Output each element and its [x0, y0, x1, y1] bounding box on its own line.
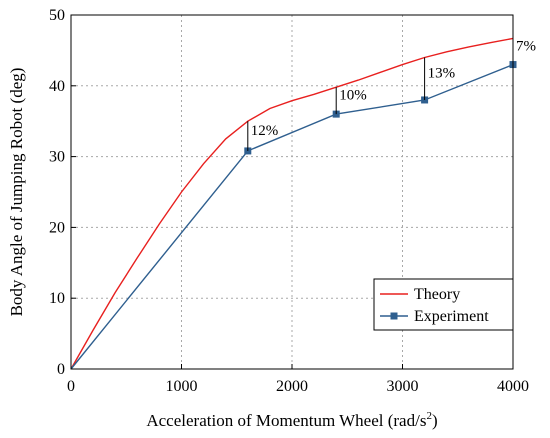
legend-label-theory: Theory [414, 286, 460, 303]
legend-marker-experiment [390, 312, 398, 320]
legend: Theory Experiment [373, 278, 514, 331]
x-tick-label-0: 0 [67, 378, 75, 395]
x-axis-title-close: ) [432, 411, 438, 430]
legend-box [373, 278, 514, 331]
axis-ticks: 0 1000 2000 3000 4000 0 10 20 30 40 50 [49, 7, 529, 395]
x-tick-label-3: 3000 [387, 378, 419, 395]
y-axis-title: Body Angle of Jumping Robot (deg) [7, 68, 26, 317]
x-axis-title-main: Acceleration of Momentum Wheel (rad/s [146, 411, 426, 430]
y-tick-label-3: 30 [49, 149, 65, 166]
x-tick-label-1: 1000 [166, 378, 198, 395]
x-axis-title: Acceleration of Momentum Wheel (rad/s2) [146, 410, 437, 430]
annotation-label-2: 13% [428, 66, 456, 82]
difference-annotations: 12% 10% 13% 7% [247, 38, 536, 151]
annotation-label-1: 10% [339, 88, 367, 104]
x-tick-label-2: 2000 [276, 378, 308, 395]
y-tick-label-5: 50 [49, 7, 65, 24]
y-tick-label-4: 40 [49, 78, 65, 95]
legend-label-experiment: Experiment [414, 308, 489, 325]
y-tick-label-1: 10 [49, 290, 65, 307]
x-tick-label-4: 4000 [497, 378, 529, 395]
y-tick-label-2: 20 [49, 219, 65, 236]
series-line-theory [70, 37, 514, 370]
x-axis-title-superscript: 2 [426, 410, 432, 422]
y-tick-label-0: 0 [57, 361, 65, 378]
annotation-label-0: 12% [251, 123, 278, 139]
annotation-label-3: 7% [516, 38, 536, 54]
